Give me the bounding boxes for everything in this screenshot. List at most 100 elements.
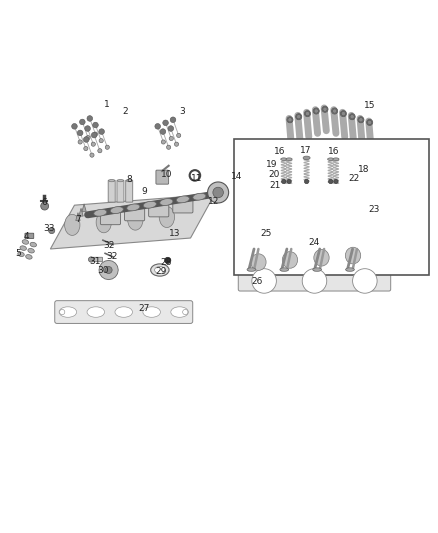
Ellipse shape — [109, 180, 115, 182]
Ellipse shape — [280, 268, 289, 271]
FancyBboxPatch shape — [238, 271, 391, 291]
Ellipse shape — [20, 246, 26, 251]
Circle shape — [91, 142, 95, 146]
Circle shape — [169, 136, 173, 141]
Circle shape — [340, 110, 346, 117]
Ellipse shape — [155, 266, 165, 273]
Text: 31: 31 — [90, 257, 101, 266]
Circle shape — [332, 108, 338, 114]
FancyBboxPatch shape — [156, 170, 169, 184]
Ellipse shape — [282, 252, 297, 268]
Circle shape — [304, 179, 309, 184]
Circle shape — [78, 140, 82, 144]
Ellipse shape — [193, 193, 206, 200]
Ellipse shape — [151, 264, 169, 276]
Circle shape — [160, 129, 166, 134]
Text: 16: 16 — [328, 147, 339, 156]
Text: 9: 9 — [141, 187, 148, 196]
Text: 8: 8 — [126, 175, 132, 184]
FancyBboxPatch shape — [91, 257, 102, 262]
Circle shape — [282, 179, 286, 184]
Text: 18: 18 — [358, 165, 369, 174]
Circle shape — [367, 120, 372, 125]
Text: 32: 32 — [103, 241, 114, 250]
Circle shape — [359, 118, 363, 122]
Ellipse shape — [313, 268, 321, 271]
Circle shape — [165, 257, 171, 263]
FancyBboxPatch shape — [108, 180, 115, 202]
Ellipse shape — [303, 156, 310, 159]
Ellipse shape — [328, 158, 334, 160]
Ellipse shape — [333, 158, 339, 160]
Circle shape — [161, 140, 166, 144]
Ellipse shape — [143, 201, 156, 208]
Ellipse shape — [22, 240, 28, 244]
Text: 27: 27 — [139, 304, 150, 313]
Ellipse shape — [117, 180, 124, 182]
Circle shape — [93, 122, 98, 128]
Text: 17: 17 — [300, 146, 311, 155]
Text: 1: 1 — [104, 100, 110, 109]
Text: 21: 21 — [269, 181, 280, 190]
Circle shape — [252, 269, 276, 293]
Circle shape — [302, 269, 327, 293]
Circle shape — [314, 109, 318, 113]
Circle shape — [86, 135, 90, 140]
Ellipse shape — [87, 307, 105, 317]
Text: 19: 19 — [266, 160, 277, 169]
Circle shape — [304, 110, 311, 117]
Circle shape — [90, 153, 94, 157]
FancyBboxPatch shape — [25, 233, 34, 238]
FancyBboxPatch shape — [100, 212, 120, 225]
Circle shape — [208, 182, 229, 203]
Circle shape — [288, 118, 292, 122]
Ellipse shape — [177, 196, 189, 203]
Circle shape — [99, 139, 103, 143]
Circle shape — [323, 107, 327, 111]
Circle shape — [98, 149, 102, 153]
Circle shape — [183, 310, 188, 314]
Text: 15: 15 — [364, 101, 376, 110]
Circle shape — [353, 269, 377, 293]
Circle shape — [287, 179, 291, 184]
Text: 12: 12 — [208, 197, 219, 206]
Text: 32: 32 — [106, 252, 117, 261]
Text: 7: 7 — [75, 215, 81, 224]
Circle shape — [332, 109, 337, 113]
Circle shape — [163, 120, 168, 126]
Circle shape — [84, 136, 89, 142]
Polygon shape — [82, 204, 86, 212]
Text: 11: 11 — [191, 174, 202, 182]
Circle shape — [349, 114, 355, 120]
FancyBboxPatch shape — [173, 200, 193, 213]
Circle shape — [334, 179, 338, 184]
Ellipse shape — [110, 207, 124, 214]
Text: 28: 28 — [161, 257, 172, 266]
Ellipse shape — [281, 158, 287, 160]
Text: 30: 30 — [97, 265, 109, 274]
Text: 14: 14 — [231, 172, 242, 181]
Text: 26: 26 — [252, 277, 263, 286]
FancyBboxPatch shape — [126, 180, 133, 202]
Circle shape — [297, 115, 301, 119]
Ellipse shape — [160, 199, 173, 205]
Text: 25: 25 — [261, 229, 272, 238]
Circle shape — [305, 111, 310, 116]
Text: 3: 3 — [179, 107, 185, 116]
Circle shape — [88, 257, 94, 262]
Ellipse shape — [314, 249, 329, 266]
FancyBboxPatch shape — [55, 301, 193, 324]
Circle shape — [99, 129, 104, 134]
Circle shape — [328, 179, 333, 184]
Ellipse shape — [247, 268, 256, 271]
Polygon shape — [79, 208, 83, 216]
Circle shape — [155, 124, 160, 129]
Circle shape — [367, 119, 373, 125]
Text: 2: 2 — [122, 107, 127, 116]
Circle shape — [177, 133, 181, 138]
Circle shape — [174, 142, 179, 146]
Ellipse shape — [345, 247, 360, 264]
Text: 16: 16 — [274, 147, 285, 156]
Text: 33: 33 — [43, 224, 55, 233]
FancyBboxPatch shape — [148, 204, 169, 217]
